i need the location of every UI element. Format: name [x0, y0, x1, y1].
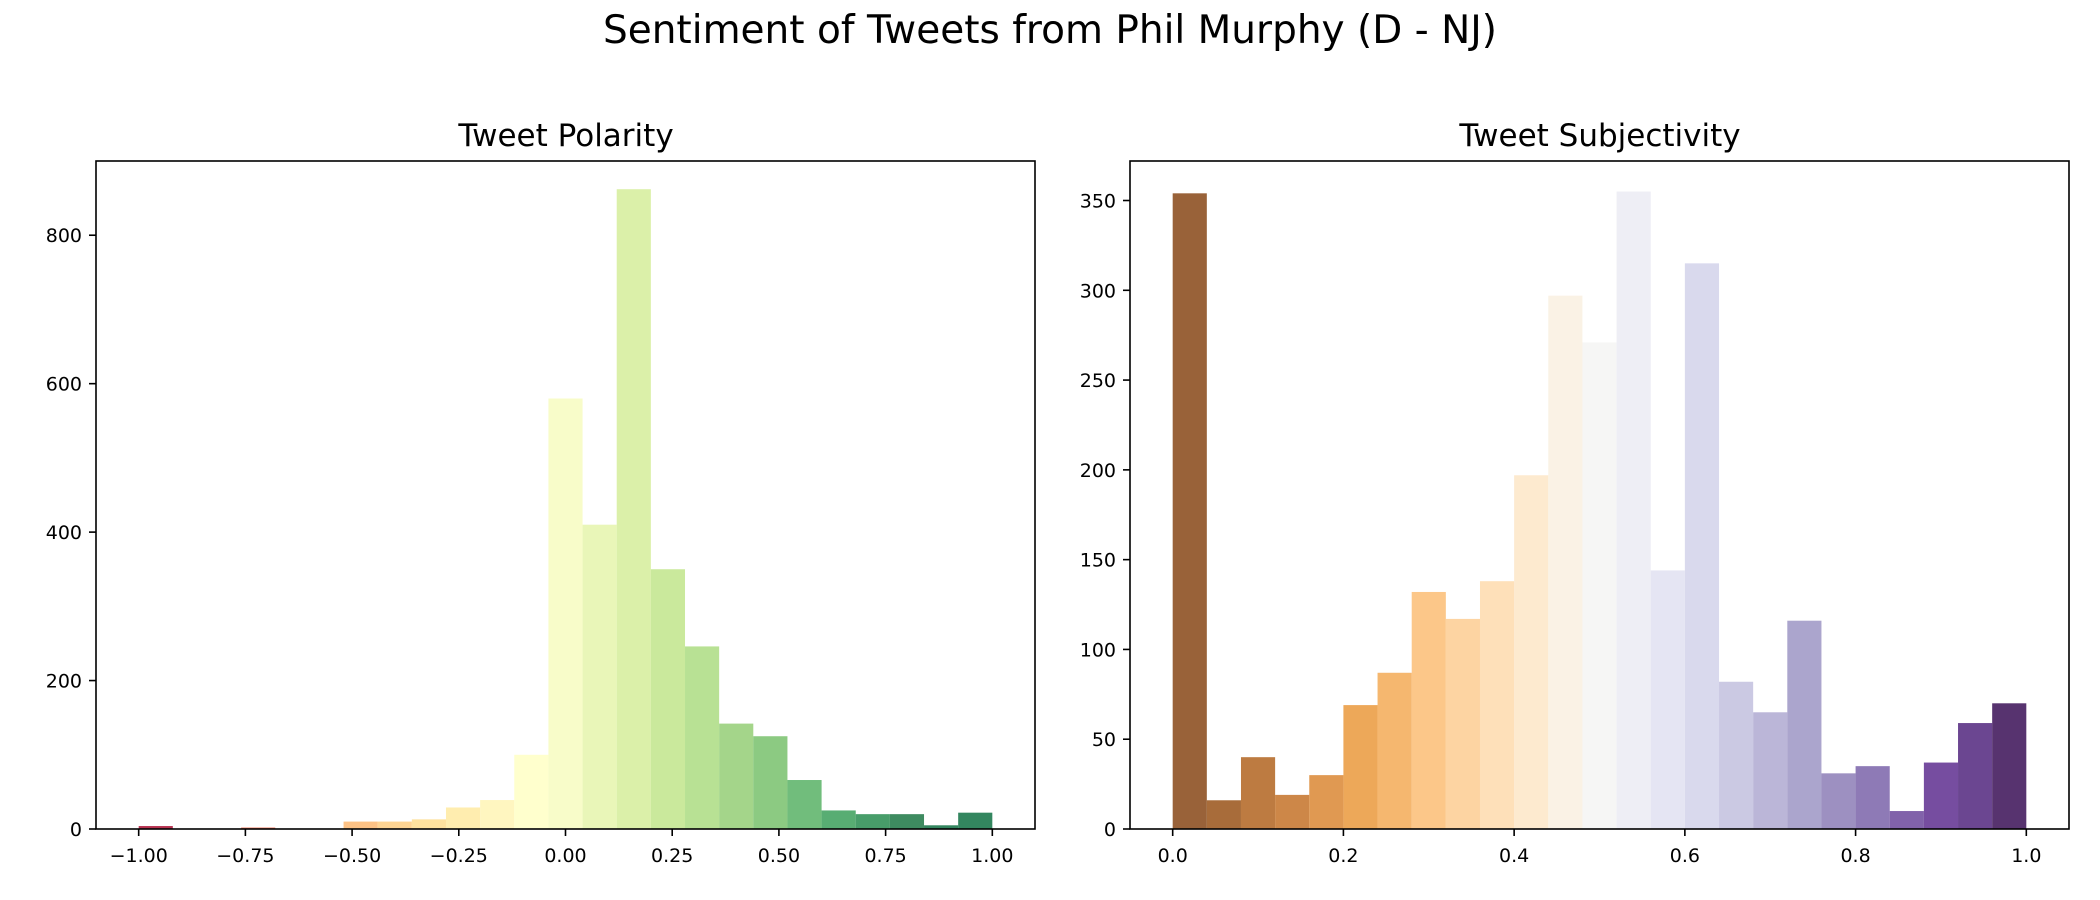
polarity-bar: [821, 810, 856, 829]
figure-title: Sentiment of Tweets from Phil Murphy (D …: [602, 8, 1498, 53]
subjectivity-bar: [1548, 295, 1583, 829]
polarity-bar: [753, 736, 788, 829]
subjectivity-bar: [1787, 620, 1822, 829]
subjectivity-bar: [1172, 193, 1207, 830]
subjectivity-bar: [1514, 475, 1549, 829]
polarity-bar: [855, 814, 890, 829]
subjectivity-bar: [1377, 672, 1412, 829]
subjectivity-bar: [1479, 581, 1515, 829]
polarity-bar: [787, 780, 822, 829]
polarity-bar: [685, 646, 720, 829]
subjectivity-axes-frame: [1129, 160, 2070, 830]
subjectivity-y-tick-label: 300: [1080, 280, 1116, 302]
polarity-bar: [343, 821, 378, 829]
subjectivity-bar: [1445, 618, 1480, 829]
subjectivity-x-tick-label: 1.0: [2011, 845, 2041, 867]
subjectivity-y-tick-label: 150: [1080, 550, 1116, 572]
polarity-bar: [548, 398, 583, 829]
subjectivity-x-tick-label: 0.6: [1670, 845, 1700, 867]
subjectivity-bar: [1684, 263, 1720, 829]
subjectivity-bar: [1855, 766, 1890, 829]
polarity-x-tick-label: −0.50: [323, 845, 381, 867]
polarity-bar: [616, 189, 651, 829]
subjectivity-bar: [1650, 570, 1685, 829]
subjectivity-x-tick-label: 0.0: [1158, 845, 1188, 867]
polarity-bar: [924, 825, 959, 829]
subjectivity-y-tick-label: 350: [1080, 191, 1116, 213]
polarity-bar: [582, 524, 617, 829]
subjectivity-title: Tweet Subjectivity: [1458, 118, 1740, 154]
polarity-x-tick-label: 0.50: [758, 845, 800, 867]
polarity-bar: [411, 819, 446, 829]
subjectivity-y-tick-label: 250: [1080, 370, 1116, 392]
subjectivity-bar: [1343, 705, 1378, 829]
polarity-bar: [719, 723, 754, 829]
polarity-bar: [445, 807, 481, 829]
polarity-y-tick-label: 800: [46, 225, 82, 247]
subjectivity-bar: [1821, 773, 1856, 829]
subjectivity-bar: [1309, 775, 1344, 829]
subjectivity-bar: [1923, 762, 1959, 829]
subjectivity-y-tick-label: 100: [1080, 639, 1116, 661]
polarity-y-tick-label: 600: [46, 374, 82, 396]
subjectivity-plot: 0.0 0.2 0.4 0.6 0.8 1.0 0 50 100 150 200 250 300 350: [1080, 160, 2070, 867]
subjectivity-bar: [1719, 681, 1754, 829]
subjectivity-y-tick-label: 200: [1080, 460, 1116, 482]
subjectivity-bar: [1411, 591, 1446, 829]
polarity-x-tick-label: −0.25: [430, 845, 488, 867]
subjectivity-bar: [1616, 191, 1651, 830]
subjectivity-x-tick-label: 0.2: [1328, 845, 1358, 867]
subjectivity-y-tick-label: 0: [1104, 819, 1116, 841]
polarity-x-tick-label: 0.25: [651, 845, 693, 867]
polarity-plot: −1.00 −0.75 −0.50 −0.25 0.00 0.25 0.50 0.75 1.00…: [46, 160, 1036, 867]
polarity-bar: [377, 821, 412, 829]
subjectivity-bar: [1275, 794, 1310, 829]
subjectivity-bar: [1753, 712, 1788, 829]
polarity-y-tick-label: 0: [70, 819, 82, 841]
polarity-x-tick-label: −0.75: [216, 845, 274, 867]
polarity-x-tick-label: 0.00: [544, 845, 586, 867]
polarity-bar: [514, 754, 549, 829]
polarity-bar: [650, 569, 686, 829]
polarity-x-tick-label: −1.00: [110, 845, 168, 867]
polarity-bar: [480, 800, 515, 829]
subjectivity-bar: [1240, 757, 1276, 829]
subjectivity-bar: [1206, 800, 1241, 829]
subjectivity-bar: [1992, 703, 2027, 829]
subjectivity-bar: [1958, 723, 1993, 829]
polarity-bar: [958, 812, 993, 829]
subjectivity-x-tick-label: 0.4: [1499, 845, 1529, 867]
polarity-bar: [138, 826, 173, 829]
polarity-y-tick-label: 400: [46, 522, 82, 544]
polarity-x-tick-label: 0.75: [864, 845, 906, 867]
polarity-title: Tweet Polarity: [457, 118, 673, 154]
polarity-y-tick-label: 200: [46, 671, 82, 693]
polarity-x-tick-label: 1.00: [971, 845, 1013, 867]
subjectivity-x-tick-label: 0.8: [1840, 845, 1870, 867]
polarity-bar: [889, 814, 925, 829]
subjectivity-y-tick-label: 50: [1092, 729, 1116, 751]
subjectivity-bar: [1582, 342, 1617, 829]
subjectivity-bar: [1889, 811, 1924, 829]
